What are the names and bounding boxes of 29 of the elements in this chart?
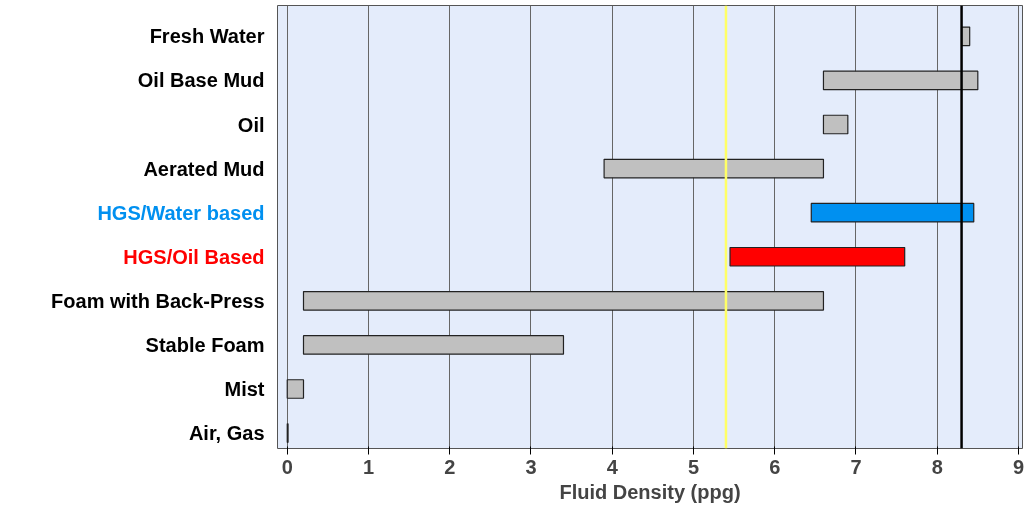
x-tick-label: 7 — [850, 455, 862, 478]
x-tick-label: 2 — [444, 455, 456, 478]
bar — [822, 70, 979, 91]
x-tick-label: 5 — [687, 455, 700, 478]
bar — [729, 246, 906, 267]
y-tick-label: HGS/Water based — [97, 201, 265, 224]
x-tick-label: 9 — [1012, 455, 1024, 478]
bar — [286, 379, 305, 399]
y-tick-label: Foam with Back-Press — [51, 289, 265, 312]
y-tick-label: Stable Foam — [145, 333, 265, 356]
bar — [822, 114, 849, 135]
x-tick-label: 6 — [769, 455, 781, 478]
x-tick-label: 4 — [606, 455, 619, 478]
x-tick-label: 0 — [281, 455, 293, 478]
y-tick-label: Oil Base Mud — [137, 69, 265, 92]
bar — [810, 202, 975, 223]
bar — [302, 335, 565, 355]
bar — [302, 290, 825, 311]
y-tick-label: Aerated Mud — [143, 157, 265, 180]
bar — [603, 158, 825, 179]
x-tick-label: 3 — [525, 455, 537, 478]
y-tick-label: Fresh Water — [149, 25, 265, 48]
y-tick-label: Air, Gas — [188, 422, 265, 445]
y-tick-label: HGS/Oil Based — [123, 245, 265, 268]
y-tick-label: Mist — [224, 377, 265, 400]
y-tick-label: Oil — [237, 113, 265, 136]
x-tick-label: 1 — [362, 455, 375, 478]
x-axis-title: Fluid Density (ppg) — [559, 480, 741, 503]
x-tick-label: 8 — [931, 455, 943, 478]
